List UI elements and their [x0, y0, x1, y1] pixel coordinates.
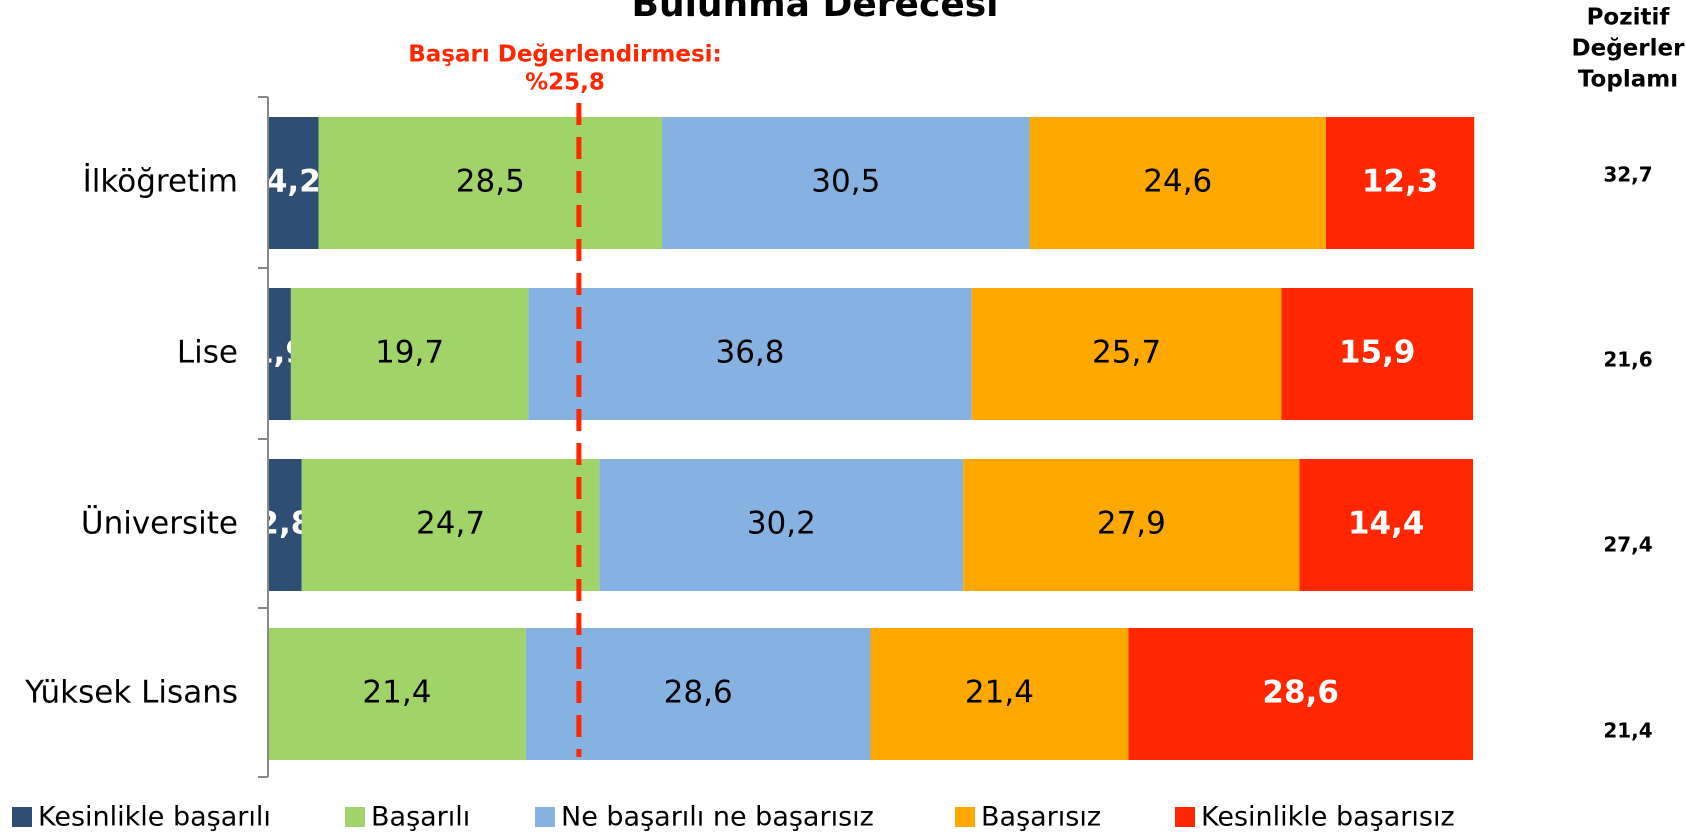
bar-segment: [318, 117, 663, 249]
legend-swatch: [1175, 807, 1195, 827]
data-label: 28,5: [456, 164, 525, 200]
data-label: 15,9: [1339, 335, 1416, 371]
data-label: 12,3: [1362, 164, 1439, 200]
bar-segment: [301, 459, 600, 591]
category-label: İlköğretim: [83, 164, 238, 200]
total-value: 32,7: [1603, 163, 1652, 187]
legend-swatch: [12, 807, 32, 827]
legend-label: Kesinlikle başarılı: [38, 802, 271, 832]
bar-segment: [662, 117, 1030, 249]
bar-segment: [963, 459, 1300, 591]
data-label: 4,2: [266, 164, 321, 200]
bar-segment: [1325, 117, 1475, 249]
legend-swatch: [955, 807, 975, 827]
data-label: 24,7: [416, 506, 485, 542]
data-label: 21,4: [965, 675, 1034, 711]
data-label: 25,7: [1092, 335, 1161, 371]
legend-label: Kesinlikle başarısız: [1201, 802, 1455, 832]
legend-label: Başarılı: [371, 802, 470, 832]
bar-segment: [268, 459, 302, 591]
bar-segment: [268, 117, 319, 249]
data-label: 36,8: [715, 335, 784, 371]
category-label: Yüksek Lisans: [24, 675, 238, 711]
category-label: Üniversite: [81, 505, 238, 542]
bar-segment: [971, 288, 1282, 420]
bar-segment: [290, 288, 529, 420]
annotation-value: %25,8: [525, 70, 605, 96]
data-label: 24,6: [1143, 164, 1212, 200]
data-label: 30,2: [747, 506, 816, 542]
category-label: Lise: [177, 335, 238, 371]
data-label: 28,6: [1262, 675, 1339, 711]
total-value: 21,4: [1603, 719, 1652, 743]
data-label: 30,5: [811, 164, 880, 200]
bar-segment: [268, 288, 291, 420]
totals-header: Pozitif: [1587, 5, 1671, 31]
annotation-text: Başarı Değerlendirmesi:: [408, 42, 721, 68]
bar-segment: [525, 628, 871, 760]
total-value: 27,4: [1603, 533, 1652, 557]
chart-title: Bulunma Derecesi: [632, 0, 999, 25]
legend-swatch: [535, 807, 555, 827]
bar-segment: [1029, 117, 1326, 249]
total-value: 21,6: [1603, 348, 1652, 372]
bar-segment: [528, 288, 972, 420]
legend-label: Başarısız: [981, 802, 1101, 832]
bar-segment: [599, 459, 964, 591]
data-label: 21,4: [362, 675, 431, 711]
totals-header: Değerler: [1572, 36, 1686, 62]
bar-segment: [1281, 288, 1473, 420]
bar-segment: [1299, 459, 1473, 591]
bar-segment: [870, 628, 1129, 760]
data-label: 27,9: [1097, 506, 1166, 542]
bar-segment: [1128, 628, 1473, 760]
data-label: 19,7: [375, 335, 444, 371]
legend-label: Ne başarılı ne başarısız: [561, 802, 874, 832]
legend-swatch: [345, 807, 365, 827]
data-label: 28,6: [664, 675, 733, 711]
bar-segment: [268, 628, 526, 760]
totals-header: Toplamı: [1578, 67, 1678, 93]
data-label: 14,4: [1348, 506, 1425, 542]
